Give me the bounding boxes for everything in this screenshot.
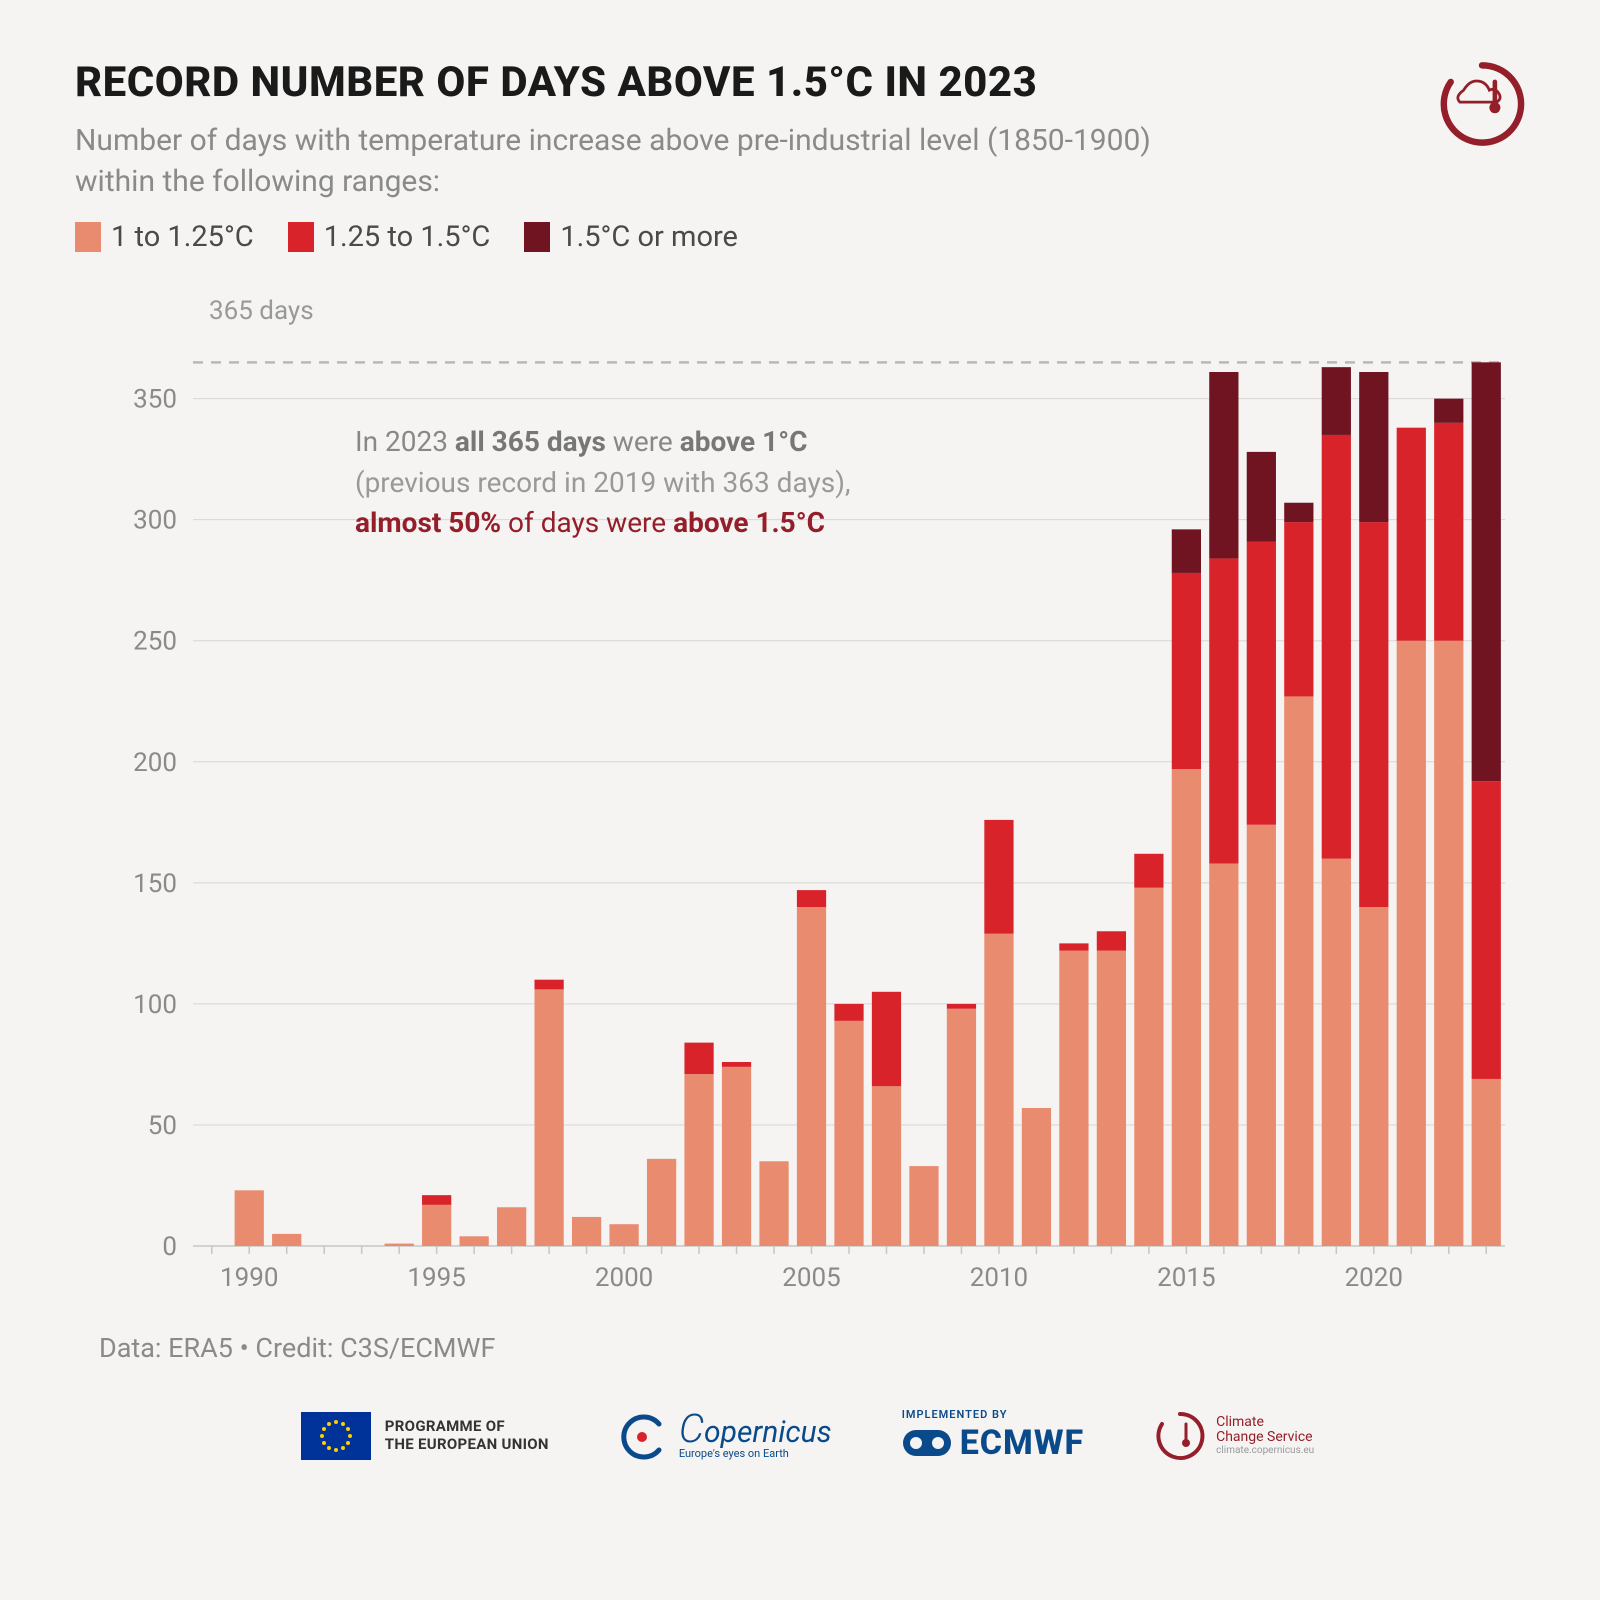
svg-text:2015: 2015: [1157, 1263, 1215, 1293]
legend-label: 1.5°C or more: [560, 220, 738, 254]
legend-swatch: [524, 222, 550, 252]
eu-flag-icon: [301, 1412, 371, 1460]
footer-logos: PROGRAMME OFTHE EUROPEAN UNION Copernicu…: [75, 1408, 1540, 1463]
legend-item: 1 to 1.25°C: [75, 220, 254, 254]
copernicus-logo: Copernicus Europe's eyes on Earth: [619, 1411, 832, 1460]
chart-subtitle: Number of days with temperature increase…: [75, 121, 1175, 202]
svg-text:350: 350: [133, 385, 177, 415]
chart-title: RECORD NUMBER OF DAYS ABOVE 1.5°C IN 202…: [75, 58, 1540, 107]
chart-annotation: In 2023 all 365 days were above 1°C (pre…: [355, 422, 850, 544]
svg-text:150: 150: [133, 869, 177, 899]
svg-text:2020: 2020: [1345, 1263, 1403, 1293]
ccs-icon: [1154, 1410, 1206, 1462]
chart: 365 days In 2023 all 365 days were above…: [85, 292, 1525, 1312]
svg-text:0: 0: [162, 1232, 177, 1262]
legend-item: 1.25 to 1.5°C: [288, 220, 491, 254]
brand-thermometer-icon: [1436, 58, 1528, 150]
copernicus-icon: [619, 1414, 665, 1460]
reference-line-label: 365 days: [209, 296, 314, 326]
data-credit: Data: ERA5 • Credit: C3S/ECMWF: [99, 1332, 1540, 1364]
svg-text:300: 300: [133, 506, 177, 536]
svg-text:250: 250: [133, 627, 177, 657]
legend-swatch: [75, 222, 101, 252]
climate-change-service-logo: ClimateChange Service climate.copernicus…: [1154, 1410, 1314, 1462]
legend: 1 to 1.25°C 1.25 to 1.5°C 1.5°C or more: [75, 220, 1540, 254]
legend-swatch: [288, 222, 314, 252]
eu-text: PROGRAMME OFTHE EUROPEAN UNION: [385, 1418, 549, 1453]
svg-text:1995: 1995: [407, 1263, 465, 1293]
svg-text:2005: 2005: [782, 1263, 840, 1293]
legend-label: 1 to 1.25°C: [111, 220, 254, 254]
ecmwf-logo: IMPLEMENTED BY ECMWF: [902, 1408, 1084, 1463]
svg-text:200: 200: [133, 748, 177, 778]
svg-text:50: 50: [148, 1111, 177, 1141]
ecmwf-icon: [902, 1426, 952, 1460]
legend-item: 1.5°C or more: [524, 220, 738, 254]
eu-logo: PROGRAMME OFTHE EUROPEAN UNION: [301, 1412, 549, 1460]
svg-text:1990: 1990: [220, 1263, 278, 1293]
legend-label: 1.25 to 1.5°C: [324, 220, 491, 254]
svg-text:2010: 2010: [970, 1263, 1028, 1293]
svg-text:100: 100: [133, 990, 177, 1020]
svg-text:2000: 2000: [595, 1263, 653, 1293]
